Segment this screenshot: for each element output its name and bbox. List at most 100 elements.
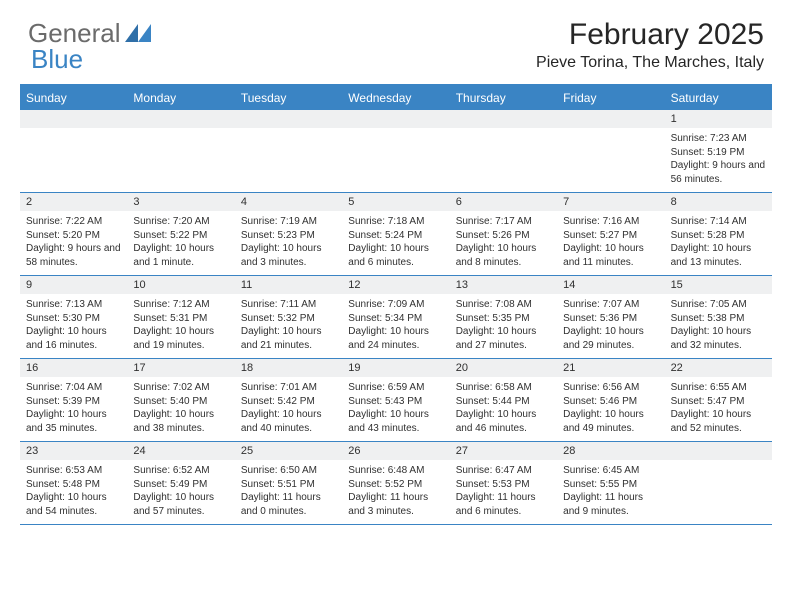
day-cell: 9Sunrise: 7:13 AMSunset: 5:30 PMDaylight… [20, 276, 127, 358]
day-number: 28 [557, 442, 664, 460]
daylight-text: Daylight: 9 hours and 58 minutes. [26, 242, 121, 269]
day-number: 1 [665, 110, 772, 128]
sunset-text: Sunset: 5:52 PM [348, 478, 443, 492]
day-cell [557, 110, 664, 192]
day-cell [20, 110, 127, 192]
sunset-text: Sunset: 5:39 PM [26, 395, 121, 409]
daylight-text: Daylight: 10 hours and 11 minutes. [563, 242, 658, 269]
day-number [127, 110, 234, 128]
day-body: Sunrise: 7:01 AMSunset: 5:42 PMDaylight:… [235, 377, 342, 441]
calendar: Sunday Monday Tuesday Wednesday Thursday… [20, 84, 772, 525]
daylight-text: Daylight: 10 hours and 49 minutes. [563, 408, 658, 435]
day-cell: 18Sunrise: 7:01 AMSunset: 5:42 PMDayligh… [235, 359, 342, 441]
day-body: Sunrise: 6:47 AMSunset: 5:53 PMDaylight:… [450, 460, 557, 524]
day-number: 24 [127, 442, 234, 460]
sunrise-text: Sunrise: 7:09 AM [348, 298, 443, 312]
daylight-text: Daylight: 10 hours and 43 minutes. [348, 408, 443, 435]
day-cell: 7Sunrise: 7:16 AMSunset: 5:27 PMDaylight… [557, 193, 664, 275]
daylight-text: Daylight: 10 hours and 6 minutes. [348, 242, 443, 269]
daylight-text: Daylight: 10 hours and 21 minutes. [241, 325, 336, 352]
day-body: Sunrise: 6:50 AMSunset: 5:51 PMDaylight:… [235, 460, 342, 524]
day-cell: 11Sunrise: 7:11 AMSunset: 5:32 PMDayligh… [235, 276, 342, 358]
day-number: 18 [235, 359, 342, 377]
day-cell [342, 110, 449, 192]
sunset-text: Sunset: 5:47 PM [671, 395, 766, 409]
day-cell: 6Sunrise: 7:17 AMSunset: 5:26 PMDaylight… [450, 193, 557, 275]
day-body: Sunrise: 6:56 AMSunset: 5:46 PMDaylight:… [557, 377, 664, 441]
dow-cell: Monday [127, 86, 234, 110]
day-number: 7 [557, 193, 664, 211]
sunrise-text: Sunrise: 6:56 AM [563, 381, 658, 395]
sunset-text: Sunset: 5:23 PM [241, 229, 336, 243]
day-cell: 1Sunrise: 7:23 AMSunset: 5:19 PMDaylight… [665, 110, 772, 192]
sunset-text: Sunset: 5:35 PM [456, 312, 551, 326]
sunrise-text: Sunrise: 6:45 AM [563, 464, 658, 478]
day-number: 23 [20, 442, 127, 460]
sunrise-text: Sunrise: 7:16 AM [563, 215, 658, 229]
sunset-text: Sunset: 5:55 PM [563, 478, 658, 492]
day-body: Sunrise: 7:22 AMSunset: 5:20 PMDaylight:… [20, 211, 127, 275]
day-cell: 2Sunrise: 7:22 AMSunset: 5:20 PMDaylight… [20, 193, 127, 275]
day-number: 11 [235, 276, 342, 294]
day-body: Sunrise: 6:55 AMSunset: 5:47 PMDaylight:… [665, 377, 772, 441]
day-cell: 10Sunrise: 7:12 AMSunset: 5:31 PMDayligh… [127, 276, 234, 358]
sunrise-text: Sunrise: 7:23 AM [671, 132, 766, 146]
sunset-text: Sunset: 5:53 PM [456, 478, 551, 492]
dow-cell: Saturday [665, 86, 772, 110]
sunset-text: Sunset: 5:49 PM [133, 478, 228, 492]
day-cell [665, 442, 772, 524]
day-number: 4 [235, 193, 342, 211]
daylight-text: Daylight: 10 hours and 13 minutes. [671, 242, 766, 269]
daylight-text: Daylight: 10 hours and 52 minutes. [671, 408, 766, 435]
week-row: 23Sunrise: 6:53 AMSunset: 5:48 PMDayligh… [20, 442, 772, 525]
day-body: Sunrise: 7:23 AMSunset: 5:19 PMDaylight:… [665, 128, 772, 192]
day-cell: 16Sunrise: 7:04 AMSunset: 5:39 PMDayligh… [20, 359, 127, 441]
daylight-text: Daylight: 10 hours and 54 minutes. [26, 491, 121, 518]
daylight-text: Daylight: 11 hours and 6 minutes. [456, 491, 551, 518]
daylight-text: Daylight: 10 hours and 27 minutes. [456, 325, 551, 352]
sunset-text: Sunset: 5:36 PM [563, 312, 658, 326]
daylight-text: Daylight: 10 hours and 8 minutes. [456, 242, 551, 269]
day-number: 17 [127, 359, 234, 377]
title-block: February 2025 Pieve Torina, The Marches,… [536, 18, 764, 72]
daylight-text: Daylight: 10 hours and 32 minutes. [671, 325, 766, 352]
month-title: February 2025 [536, 18, 764, 52]
sunset-text: Sunset: 5:44 PM [456, 395, 551, 409]
day-number: 19 [342, 359, 449, 377]
dow-header-row: Sunday Monday Tuesday Wednesday Thursday… [20, 86, 772, 110]
day-body: Sunrise: 7:08 AMSunset: 5:35 PMDaylight:… [450, 294, 557, 358]
daylight-text: Daylight: 11 hours and 3 minutes. [348, 491, 443, 518]
daylight-text: Daylight: 10 hours and 19 minutes. [133, 325, 228, 352]
header: General February 2025 Pieve Torina, The … [0, 0, 792, 80]
day-body: Sunrise: 7:17 AMSunset: 5:26 PMDaylight:… [450, 211, 557, 275]
day-cell: 20Sunrise: 6:58 AMSunset: 5:44 PMDayligh… [450, 359, 557, 441]
sunrise-text: Sunrise: 7:19 AM [241, 215, 336, 229]
daylight-text: Daylight: 9 hours and 56 minutes. [671, 159, 766, 186]
daylight-text: Daylight: 10 hours and 57 minutes. [133, 491, 228, 518]
day-number: 26 [342, 442, 449, 460]
day-cell: 13Sunrise: 7:08 AMSunset: 5:35 PMDayligh… [450, 276, 557, 358]
day-cell: 24Sunrise: 6:52 AMSunset: 5:49 PMDayligh… [127, 442, 234, 524]
dow-cell: Tuesday [235, 86, 342, 110]
sunset-text: Sunset: 5:48 PM [26, 478, 121, 492]
daylight-text: Daylight: 10 hours and 40 minutes. [241, 408, 336, 435]
sunrise-text: Sunrise: 7:01 AM [241, 381, 336, 395]
day-body: Sunrise: 6:53 AMSunset: 5:48 PMDaylight:… [20, 460, 127, 524]
sunset-text: Sunset: 5:43 PM [348, 395, 443, 409]
sunrise-text: Sunrise: 6:53 AM [26, 464, 121, 478]
day-cell: 15Sunrise: 7:05 AMSunset: 5:38 PMDayligh… [665, 276, 772, 358]
day-body: Sunrise: 7:16 AMSunset: 5:27 PMDaylight:… [557, 211, 664, 275]
day-body: Sunrise: 7:05 AMSunset: 5:38 PMDaylight:… [665, 294, 772, 358]
location-text: Pieve Torina, The Marches, Italy [536, 54, 764, 72]
day-cell: 28Sunrise: 6:45 AMSunset: 5:55 PMDayligh… [557, 442, 664, 524]
day-cell: 19Sunrise: 6:59 AMSunset: 5:43 PMDayligh… [342, 359, 449, 441]
sunset-text: Sunset: 5:38 PM [671, 312, 766, 326]
sunrise-text: Sunrise: 7:20 AM [133, 215, 228, 229]
daylight-text: Daylight: 11 hours and 0 minutes. [241, 491, 336, 518]
day-cell: 3Sunrise: 7:20 AMSunset: 5:22 PMDaylight… [127, 193, 234, 275]
day-number: 13 [450, 276, 557, 294]
day-body: Sunrise: 7:02 AMSunset: 5:40 PMDaylight:… [127, 377, 234, 441]
day-body: Sunrise: 7:20 AMSunset: 5:22 PMDaylight:… [127, 211, 234, 275]
sunrise-text: Sunrise: 7:05 AM [671, 298, 766, 312]
day-cell: 22Sunrise: 6:55 AMSunset: 5:47 PMDayligh… [665, 359, 772, 441]
